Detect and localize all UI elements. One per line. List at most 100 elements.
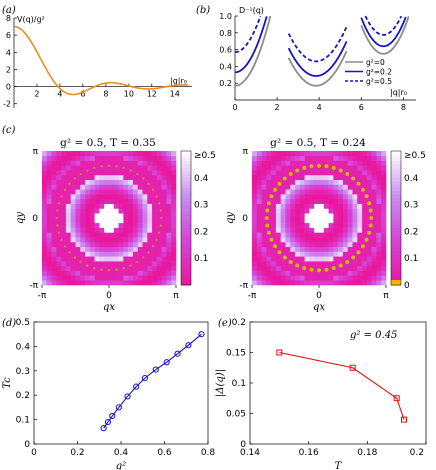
heatmap-cell xyxy=(147,256,153,262)
heatmap-cell xyxy=(290,256,296,262)
heatmap-cell xyxy=(152,165,158,171)
heatmap-cell xyxy=(46,151,52,157)
heatmap-cell xyxy=(285,203,291,209)
heatmap-cell xyxy=(309,261,315,267)
heatmap-cell xyxy=(347,170,353,176)
heatmap-cell xyxy=(266,218,272,224)
heatmap-cell xyxy=(366,227,372,233)
heatmap-cell xyxy=(342,256,349,262)
heatmap-cell xyxy=(65,227,72,233)
heatmap-cell xyxy=(113,265,119,271)
heatmap-cell xyxy=(261,261,267,267)
heatmap-cell xyxy=(280,256,286,262)
heatmap-cell xyxy=(256,184,262,190)
colorbar-segment xyxy=(181,241,191,246)
heatmap-cell xyxy=(362,261,368,267)
heatmap-cell xyxy=(295,246,301,252)
heatmap-cell xyxy=(275,218,282,224)
heatmap-cell xyxy=(252,179,258,185)
heatmap-cell xyxy=(51,194,57,200)
heatmap-cell xyxy=(280,222,286,228)
heatmap-cell xyxy=(271,174,277,181)
heatmap-cell xyxy=(147,198,153,204)
heatmap-cell xyxy=(347,213,353,219)
heatmap-cell xyxy=(118,198,124,204)
x-axis-label: |q|r₀ xyxy=(390,88,407,97)
heatmap-cell xyxy=(128,184,134,190)
heatmap-cell xyxy=(357,170,363,176)
heatmap-cell xyxy=(314,165,320,171)
heatmap-cell xyxy=(152,246,158,252)
heatmap-cell xyxy=(304,165,310,171)
heatmap-cell xyxy=(75,155,81,161)
heatmap-cell xyxy=(285,280,291,286)
heatmap-cell xyxy=(319,155,325,161)
heatmap-cell xyxy=(128,170,134,176)
heatmap-cell xyxy=(333,256,339,262)
heatmap-cell xyxy=(123,208,129,214)
heatmap-cell xyxy=(295,256,301,262)
heatmap-cell xyxy=(362,256,368,262)
colorbar-segment xyxy=(391,218,401,222)
heatmap-cell xyxy=(51,198,57,204)
heatmap-cell xyxy=(104,213,110,219)
heatmap-cell xyxy=(299,232,305,238)
heatmap-cell xyxy=(123,170,129,176)
heatmap-cell xyxy=(275,213,282,219)
heatmap-cell xyxy=(104,261,110,267)
heatmap-cell xyxy=(347,241,353,248)
heatmap-cell xyxy=(323,227,329,233)
panel-label-e: (e) xyxy=(218,318,232,329)
heatmap-cell xyxy=(85,213,91,219)
y-tick-label: -π xyxy=(239,281,248,291)
ring-marker xyxy=(73,177,76,180)
heatmap-cell xyxy=(123,189,129,195)
heatmap-cell xyxy=(319,227,325,233)
heatmap-cell xyxy=(275,261,282,267)
heatmap-cell xyxy=(89,237,95,243)
heatmap-cell xyxy=(252,194,258,200)
heatmap-cell xyxy=(46,189,52,195)
heatmap-cell xyxy=(89,198,95,204)
heatmap-cell xyxy=(290,151,296,157)
heatmap-cell xyxy=(319,241,325,248)
heatmap-cell xyxy=(357,194,363,200)
heatmap-cell xyxy=(51,256,57,262)
heatmap-cell xyxy=(85,280,91,286)
heatmap-cell xyxy=(328,218,334,224)
heatmap-cell xyxy=(357,261,363,267)
heatmap-cell xyxy=(309,256,315,262)
heatmap-cell xyxy=(261,165,267,171)
heatmap-cell xyxy=(261,227,267,233)
heatmap-cell xyxy=(147,174,153,181)
heatmap-cell xyxy=(75,270,81,276)
heatmap-cell xyxy=(61,270,67,276)
heatmap-cell xyxy=(342,155,349,161)
heatmap-cell xyxy=(85,155,91,161)
heatmap-cell xyxy=(156,256,162,262)
heatmap-cell xyxy=(99,270,105,276)
heatmap-cell xyxy=(80,232,86,238)
heatmap-cell xyxy=(99,251,105,257)
heatmap-cell xyxy=(366,160,372,166)
heatmap-cell xyxy=(381,179,387,185)
heatmap-cell xyxy=(261,237,267,243)
colorbar-segment xyxy=(181,191,191,195)
heatmap-cell xyxy=(256,265,262,271)
heatmap-cell xyxy=(333,151,339,157)
heatmap-cell xyxy=(299,256,305,262)
y-axis-label: |Δ(q)| xyxy=(215,369,226,397)
heatmap-cell xyxy=(314,179,320,185)
heatmap-cell xyxy=(147,222,153,228)
x-axis-label: g² xyxy=(116,461,126,470)
heatmap-cell xyxy=(304,241,310,248)
heatmap-cell xyxy=(381,241,387,248)
heatmap-cell xyxy=(342,270,349,276)
heatmap-cell xyxy=(299,237,305,243)
colorbar-frame xyxy=(390,150,402,286)
heatmap-cell xyxy=(376,174,382,181)
heatmap-cell xyxy=(51,218,57,224)
heatmap-cell xyxy=(314,222,320,228)
heatmap-cell xyxy=(342,189,349,195)
heatmap-cell xyxy=(147,194,153,200)
